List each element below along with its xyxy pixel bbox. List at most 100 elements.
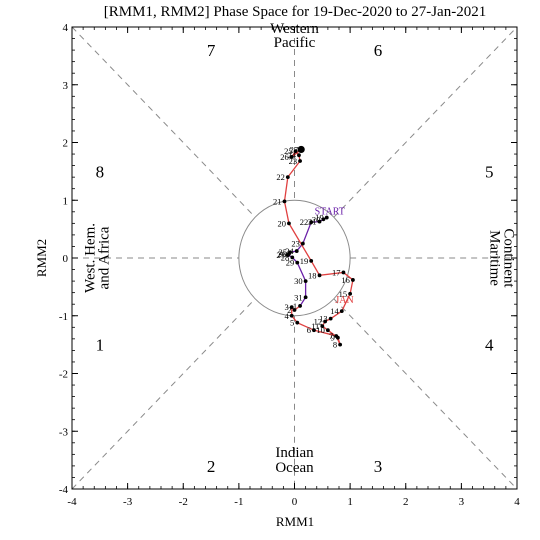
day-label: 10 — [316, 325, 325, 335]
data-point — [312, 328, 316, 333]
region-label-right: Maritime — [486, 230, 502, 286]
phase-number: 6 — [374, 41, 383, 60]
data-point — [295, 260, 300, 265]
day-label: 20 — [312, 214, 321, 224]
data-point — [303, 279, 308, 283]
day-label: 3 — [284, 302, 288, 312]
data-point — [324, 215, 329, 220]
y-tick-label: 2 — [63, 138, 69, 150]
x-tick-label: -3 — [123, 496, 133, 508]
day-label: 11 — [311, 321, 319, 331]
data-point — [351, 278, 355, 282]
data-point — [294, 249, 299, 253]
data-point — [290, 255, 295, 260]
x-tick-label: 2 — [403, 496, 409, 508]
diagonal-guide — [333, 298, 518, 490]
y-tick-label: -1 — [59, 311, 68, 323]
day-label: 6 — [307, 325, 311, 335]
data-point — [348, 291, 353, 296]
data-point — [335, 335, 340, 340]
y-tick-label: 4 — [63, 22, 69, 34]
phase-number: 7 — [207, 41, 216, 60]
region-label-bottom: Indian — [275, 445, 314, 461]
x-tick-label: 3 — [459, 496, 465, 508]
day-label: 22 — [300, 217, 309, 227]
data-point — [292, 308, 297, 312]
day-label: 19 — [300, 256, 309, 266]
data-point — [289, 305, 294, 309]
data-point — [285, 175, 290, 180]
y-axis-label: RMM2 — [34, 239, 49, 277]
day-label: 18 — [308, 270, 317, 280]
region-label-right: Continent — [500, 228, 516, 288]
data-point — [321, 217, 326, 222]
phase-guides — [71, 26, 518, 490]
phase-number: 4 — [485, 336, 494, 355]
day-label: 1 — [293, 301, 297, 311]
y-tick-label: -2 — [59, 369, 68, 381]
data-point — [323, 319, 327, 324]
day-label: 22 — [276, 172, 285, 182]
diagonal-guide — [333, 26, 518, 218]
x-tick-label: -1 — [234, 496, 243, 508]
data-point — [303, 295, 308, 300]
day-label: 25 — [279, 247, 288, 257]
data-point — [339, 309, 344, 314]
trajectory: 1920212223242526272829303112345678910111… — [273, 144, 355, 350]
region-label-left: and Africa — [96, 226, 112, 289]
day-label: 4 — [284, 311, 289, 321]
x-tick-label: 0 — [292, 496, 298, 508]
day-label: 21 — [308, 217, 317, 227]
day-label: 20 — [277, 218, 286, 228]
data-point — [328, 316, 333, 321]
data-point — [297, 153, 301, 158]
day-label: 28 — [281, 252, 290, 262]
region-label-top: Pacific — [274, 35, 316, 51]
y-tick-label: 1 — [63, 195, 69, 207]
data-point — [338, 342, 343, 347]
data-point — [317, 219, 322, 224]
diagonal-guide — [71, 26, 256, 218]
y-tick-label: -3 — [59, 426, 69, 438]
phase-number: 1 — [96, 336, 105, 355]
day-label: 23 — [291, 239, 300, 249]
day-label: 23 — [289, 156, 298, 166]
phase-number: 5 — [485, 162, 494, 181]
x-tick-label: -2 — [179, 496, 188, 508]
diagonal-guide — [71, 298, 256, 490]
day-label: 26 — [280, 152, 289, 162]
day-label: 25 — [284, 146, 293, 156]
unit-circle — [238, 199, 351, 317]
y-tick-label: 0 — [63, 253, 69, 265]
day-label: 24 — [287, 150, 296, 160]
day-label: 21 — [273, 196, 282, 206]
day-label: 19 — [315, 213, 324, 223]
x-tick-label: 4 — [514, 496, 520, 508]
data-point — [325, 328, 330, 333]
day-label: 26 — [277, 249, 286, 259]
day-label: 15 — [339, 289, 348, 299]
region-label-left: West. Hem. — [82, 223, 98, 293]
day-label: 29 — [286, 258, 295, 268]
series-label-jan: JAN — [335, 295, 353, 306]
phase-number: 2 — [207, 457, 216, 476]
data-point — [289, 155, 294, 159]
x-tick-label: 1 — [347, 496, 353, 508]
day-label: 27 — [290, 144, 299, 154]
day-label: 31 — [294, 292, 303, 302]
day-label: 24 — [285, 246, 294, 256]
data-point — [300, 241, 305, 246]
data-point — [341, 270, 346, 275]
day-label: 16 — [341, 275, 350, 285]
day-label: 9 — [331, 333, 335, 343]
phase-number: 8 — [96, 162, 105, 181]
day-label: 30 — [294, 276, 303, 286]
x-axis-label: RMM1 — [276, 514, 314, 529]
phase-number: 3 — [374, 457, 383, 476]
data-point — [295, 320, 300, 325]
day-label: 17 — [332, 267, 341, 277]
